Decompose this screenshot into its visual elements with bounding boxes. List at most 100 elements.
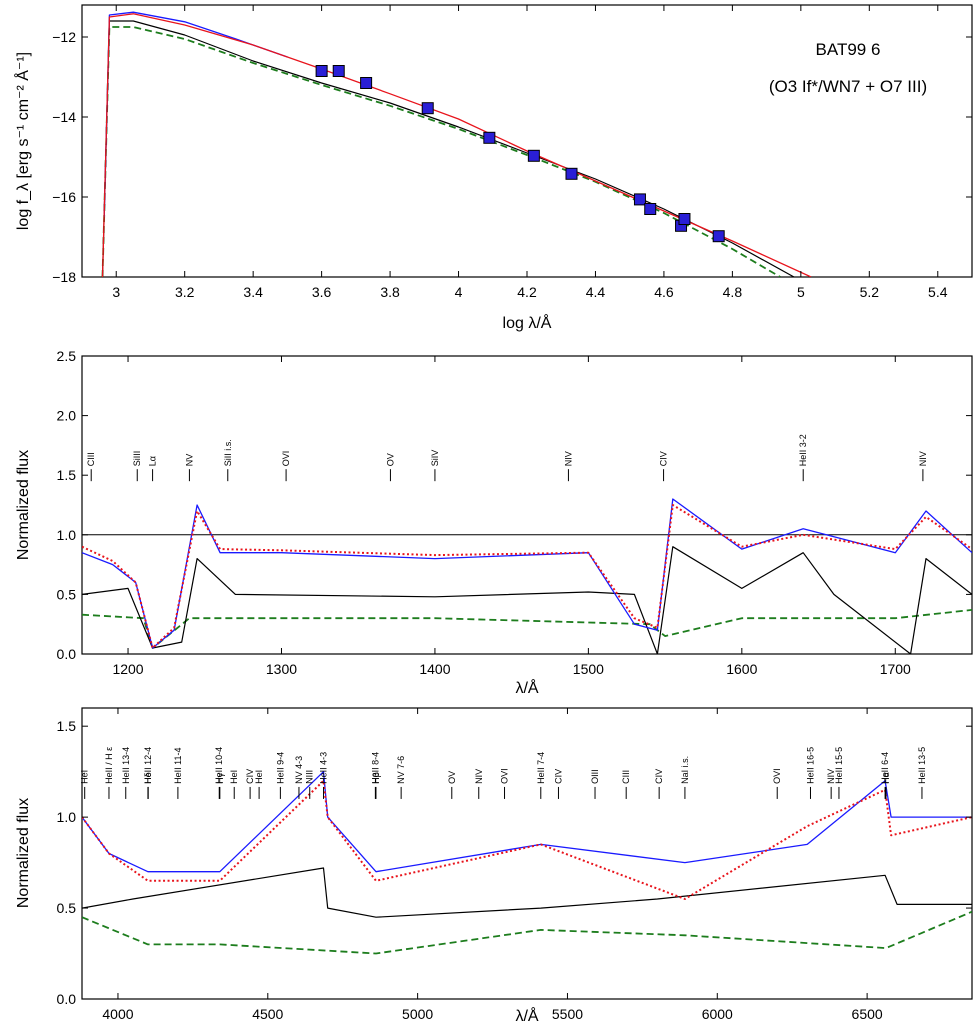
sed-y-tick-label: −18 — [52, 269, 76, 285]
optical-line-id-label: CIV — [554, 769, 564, 784]
uv-line-id-label: NV — [184, 454, 194, 467]
optical-line-id-label: HeII 8-4 — [370, 752, 380, 784]
optical-line-id-label: NIV — [826, 769, 836, 784]
optical-x-tick-label: 6500 — [852, 1006, 883, 1022]
photometry-point — [332, 65, 345, 77]
sed-y-tick-label: −16 — [52, 189, 76, 205]
optical-line-id-label: HeII 6-4 — [880, 752, 890, 784]
sed-series-blue-solid — [103, 11, 288, 218]
optical-y-axis-title: Normalized flux — [15, 798, 32, 908]
optical-line-id-label: HeII 9-4 — [275, 752, 285, 784]
optical-line-id-label: HeII 7-4 — [536, 752, 546, 784]
sed-x-tick-label: 4.4 — [586, 284, 606, 300]
optical-y-tick-label: 0.0 — [57, 991, 77, 1007]
photometry-point — [421, 102, 434, 115]
optical-line-id-label: OVI — [500, 768, 510, 784]
optical-line-id-label: HeII 13-4 — [121, 747, 131, 784]
sed-y-axis-title: log f_λ [erg s⁻¹ cm⁻² Å⁻¹] — [13, 52, 32, 230]
sed-x-tick-label: 5.4 — [928, 284, 948, 300]
photometry-point — [712, 230, 725, 243]
sed-y-tick-label: −14 — [52, 109, 76, 125]
sed-y-tick-label: −12 — [52, 29, 76, 45]
optical-line-id-label: HeII 4-3 — [319, 752, 329, 784]
uv-plot-frame — [81, 355, 973, 655]
uv-y-tick-label: 0.0 — [57, 646, 77, 662]
optical-line-id-label: OVI — [772, 768, 782, 784]
uv-x-axis-title: λ/Å — [515, 678, 538, 697]
optical-line-id-label: Hα — [881, 772, 891, 784]
optical-line-id-label: Hδ — [143, 772, 153, 784]
optical-series-blue-solid — [82, 771, 972, 873]
photometry-point — [527, 149, 540, 162]
uv-line-id-label: NIV — [563, 451, 573, 466]
sed-annotation-type: (O3 If*/WN7 + O7 III) — [769, 77, 927, 96]
uv-line-id-layer: CIII SiIII Lα NV SiII i.s. OVI OV SiIV NIV CIV HeI… — [86, 434, 928, 482]
uv-series-blue-solid — [82, 498, 972, 649]
uv-line-id-label: SiIV — [430, 450, 440, 467]
optical-y-tick-label: 1.0 — [57, 809, 77, 825]
photometry-point — [360, 77, 373, 89]
uv-line-id-label: OV — [385, 453, 395, 466]
optical-line-id-label: CIV — [654, 769, 664, 784]
optical-line-id-label: HeII 11-4 — [173, 748, 183, 784]
optical-series-green-dashed — [82, 910, 972, 955]
uv-x-tick-label: 1500 — [573, 661, 604, 677]
optical-line-id-label: HeII 12-4 — [143, 747, 153, 784]
uv-series-layer — [82, 498, 972, 654]
optical-line-id-label: HeI — [229, 770, 239, 784]
photometry-point — [633, 193, 646, 206]
uv-x-tick-label: 1200 — [112, 661, 143, 677]
optical-line-id-label: NIII — [305, 770, 315, 784]
optical-x-tick-label: 5500 — [552, 1006, 583, 1022]
uv-x-tick-label: 1400 — [419, 661, 450, 677]
optical-line-id-label: CIII — [621, 770, 631, 784]
photometry-point — [565, 167, 578, 180]
optical-line-id-layer: HeI HeII / H ε HeII 13-4 HeII 12-4Hδ HeII 11… — [80, 747, 927, 799]
optical-line-id-label: OV — [447, 771, 457, 784]
optical-line-id-label: OIII — [590, 769, 600, 784]
optical-line-id-label: NV 4-3 — [294, 756, 304, 784]
optical-line-id-label: Hβ — [371, 772, 381, 784]
optical-line-id-label: HeI — [80, 770, 90, 784]
optical-y-tick-label: 0.5 — [57, 900, 77, 916]
uv-x-tick-label: 1300 — [266, 661, 297, 677]
uv-series-red-dotted — [82, 504, 972, 649]
photometry-point — [678, 213, 691, 225]
uv-y-tick-label: 1.0 — [57, 527, 77, 543]
optical-line-id-label: HeII / H ε — [104, 747, 114, 784]
optical-line-id-label: HeII 13-5 — [917, 747, 927, 784]
optical-line-id-label: HeII 16-5 — [806, 747, 816, 784]
sed-series-green-dashed — [101, 26, 781, 277]
uv-y-tick-label: 1.5 — [57, 467, 77, 483]
uv-line-id-label: SiIII — [132, 451, 142, 467]
uv-line-id-label: CIII — [86, 452, 96, 466]
photometry-point — [315, 65, 328, 77]
optical-x-axis-title: λ/Å — [515, 1006, 538, 1025]
sed-x-tick-label: 4.2 — [517, 284, 537, 300]
sed-series-layer — [101, 11, 812, 277]
optical-line-id-label: HeI — [254, 770, 264, 784]
sed-x-axis-title: log λ/Å — [503, 313, 552, 332]
sed-x-tick-label: 3.6 — [312, 284, 332, 300]
sed-photometry-layer — [315, 65, 725, 243]
optical-y-axis: 0.0 0.5 1.0 1.5 — [57, 718, 972, 1007]
sed-x-tick-label: 5 — [797, 284, 805, 300]
uv-line-id-label: NIV — [918, 451, 928, 466]
uv-x-tick-label: 1600 — [726, 661, 757, 677]
sed-x-axis: 3 3.2 3.4 3.6 3.8 4 4.2 4.4 4.6 4.8 5 5.2 5.4 — [112, 5, 948, 300]
uv-line-id-label: HeII 3-2 — [798, 434, 808, 466]
sed-series-red-solid — [101, 13, 812, 277]
uv-line-id-label: OVI — [281, 451, 291, 467]
photometry-point — [644, 203, 657, 215]
optical-line-id-label: Hγ — [215, 772, 225, 783]
optical-x-tick-label: 6000 — [702, 1006, 733, 1022]
optical-line-id-label: HeII 15-5 — [834, 747, 844, 784]
sed-x-tick-label: 3.4 — [243, 284, 263, 300]
sed-x-tick-label: 4.8 — [723, 284, 743, 300]
uv-line-id-label: Lα — [148, 456, 158, 466]
sed-y-axis: −18 −16 −14 −12 — [52, 29, 972, 285]
sed-x-tick-label: 3.2 — [175, 284, 195, 300]
optical-series-black-solid — [82, 867, 972, 918]
sed-x-tick-label: 3.8 — [380, 284, 400, 300]
